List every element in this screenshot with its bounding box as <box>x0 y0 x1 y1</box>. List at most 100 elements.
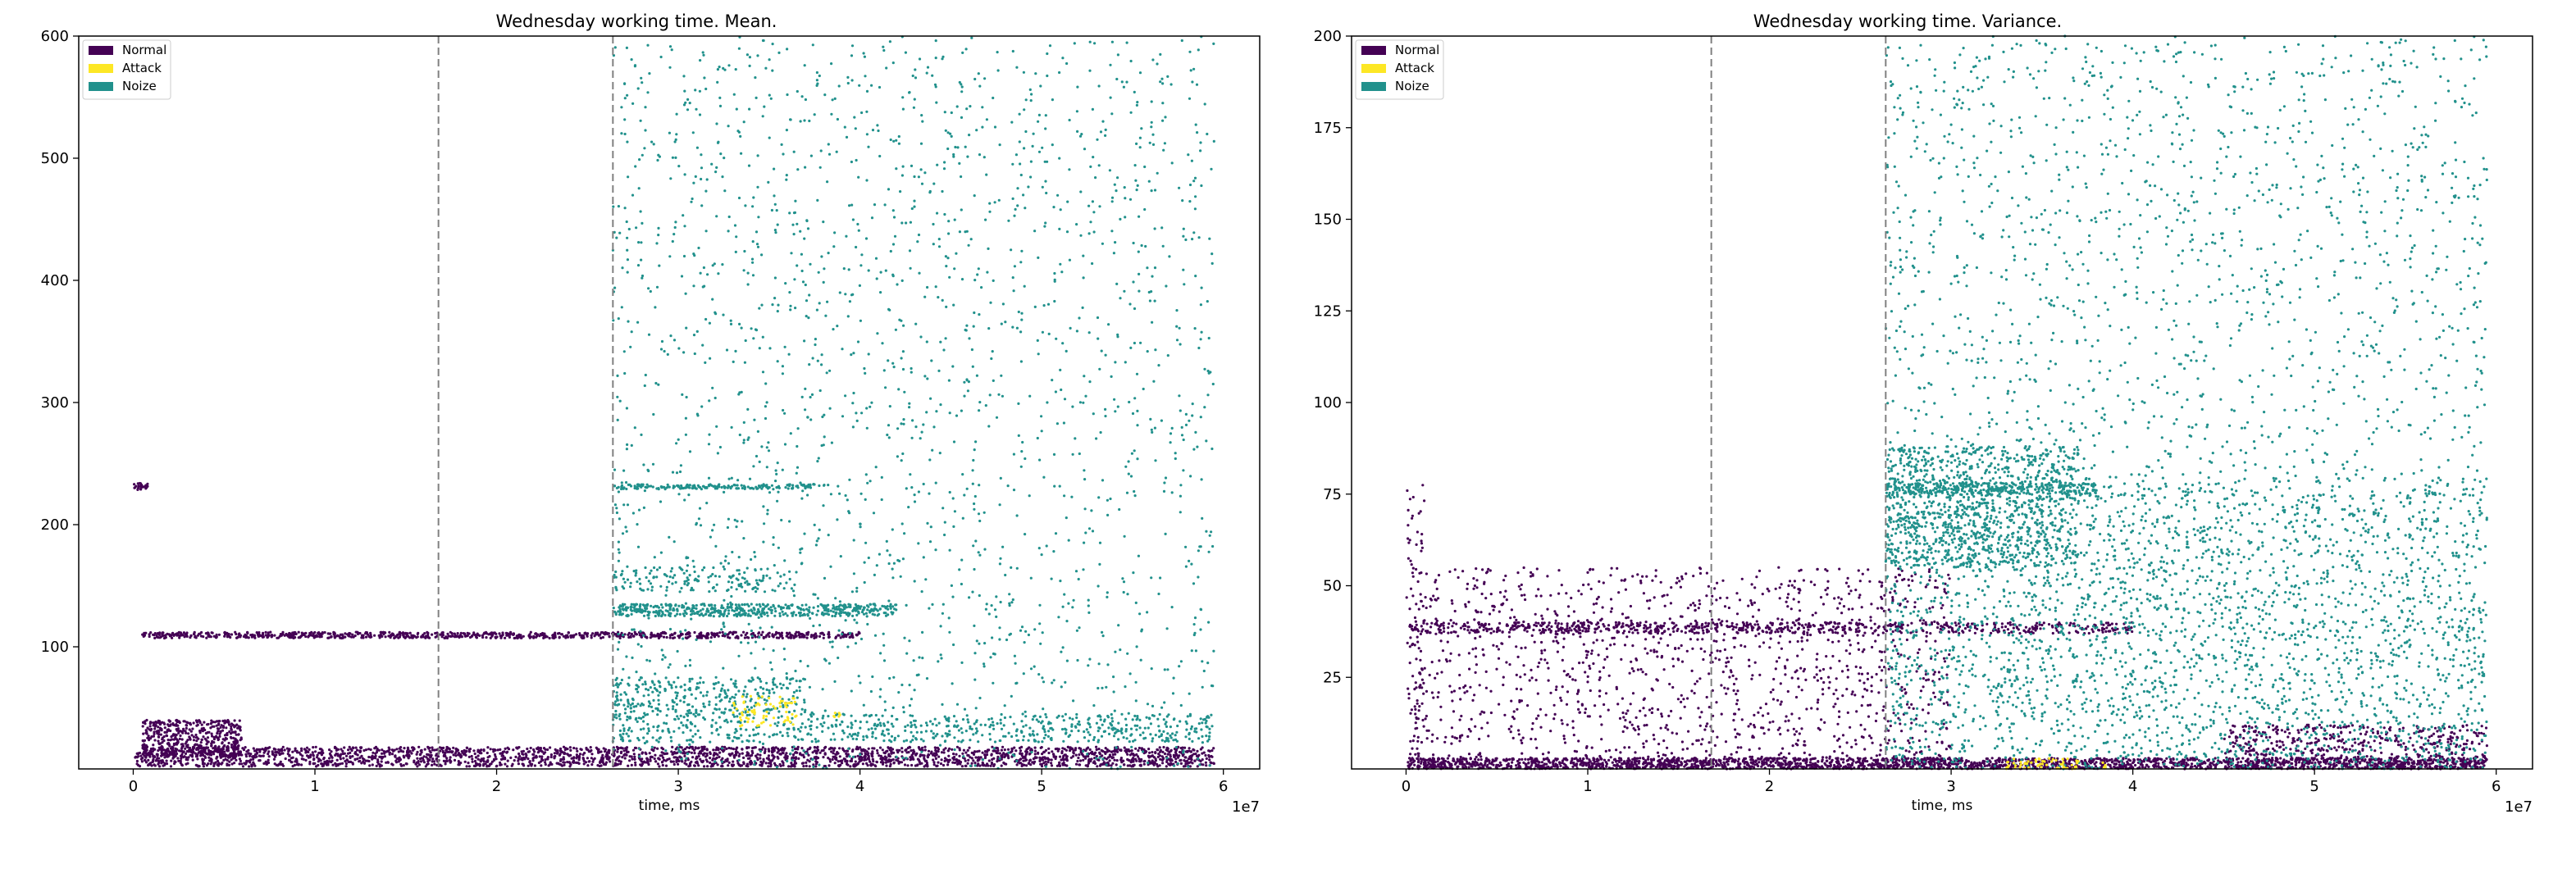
data-point <box>630 632 634 636</box>
data-point <box>794 751 797 754</box>
data-point <box>351 755 354 758</box>
data-point <box>1113 398 1116 401</box>
data-point <box>626 93 629 97</box>
data-point <box>215 750 218 753</box>
data-point <box>155 730 158 733</box>
data-point <box>223 750 226 753</box>
data-point <box>761 115 764 118</box>
data-point <box>216 727 220 730</box>
data-point <box>1206 300 1209 303</box>
data-point <box>1180 425 1183 430</box>
data-point <box>705 748 709 751</box>
data-point <box>831 640 834 644</box>
data-point <box>660 761 664 764</box>
data-point <box>1124 197 1127 200</box>
data-point <box>150 727 153 731</box>
data-point <box>488 764 491 767</box>
data-point <box>514 755 517 759</box>
data-point <box>837 760 840 763</box>
data-point <box>841 632 844 636</box>
data-point <box>194 733 198 737</box>
data-point <box>317 752 321 755</box>
data-point <box>941 298 944 302</box>
data-point <box>230 743 234 747</box>
data-point <box>677 762 680 766</box>
data-point <box>196 634 199 637</box>
data-point <box>683 173 686 176</box>
data-point <box>1104 415 1107 418</box>
data-point <box>775 733 778 736</box>
data-point <box>1133 763 1136 766</box>
data-point <box>307 755 310 758</box>
data-point <box>850 634 854 638</box>
data-point <box>615 507 618 510</box>
data-point <box>773 564 776 567</box>
data-point <box>885 764 888 767</box>
data-point <box>402 764 405 767</box>
data-point <box>1097 748 1101 751</box>
data-point <box>857 675 860 678</box>
data-point <box>1165 284 1168 288</box>
data-point <box>1020 745 1024 749</box>
data-point <box>1174 746 1178 749</box>
data-point <box>762 505 765 508</box>
data-point <box>1059 368 1062 371</box>
data-point <box>918 760 921 763</box>
data-point <box>645 658 649 662</box>
data-point <box>814 746 817 749</box>
data-point <box>774 231 777 234</box>
data-point <box>169 739 172 742</box>
data-point <box>791 748 795 752</box>
data-point <box>190 751 194 754</box>
data-point <box>828 764 831 767</box>
data-point <box>441 751 445 754</box>
data-point <box>428 636 431 639</box>
data-point <box>1132 760 1135 763</box>
data-point <box>978 749 981 753</box>
data-point <box>760 253 764 257</box>
data-point <box>224 753 227 756</box>
data-point <box>595 746 598 749</box>
data-point <box>336 748 340 751</box>
data-point <box>955 760 959 763</box>
data-point <box>212 753 216 756</box>
data-point <box>246 631 249 635</box>
data-point <box>751 240 755 243</box>
data-point <box>762 540 765 544</box>
data-point <box>1113 758 1116 762</box>
data-point <box>1009 632 1012 635</box>
data-point <box>1004 753 1007 757</box>
data-point <box>615 236 618 239</box>
data-point <box>1110 764 1113 767</box>
data-point <box>913 580 916 583</box>
data-point <box>856 754 859 757</box>
data-point <box>209 762 212 766</box>
data-point <box>568 765 572 768</box>
data-point <box>1147 180 1151 183</box>
data-point <box>353 751 358 754</box>
data-point <box>144 761 148 764</box>
data-point <box>582 759 586 762</box>
data-point <box>792 636 796 639</box>
data-point <box>853 116 856 119</box>
data-point <box>264 634 267 637</box>
data-point <box>688 746 691 750</box>
data-point <box>1095 437 1098 440</box>
data-point <box>578 632 581 635</box>
data-point <box>1194 649 1197 653</box>
data-point <box>231 730 235 734</box>
data-point <box>973 678 977 681</box>
data-point <box>960 175 963 179</box>
data-point <box>626 258 630 262</box>
data-point <box>143 739 147 742</box>
data-point <box>709 640 713 644</box>
data-point <box>864 755 867 758</box>
data-point <box>668 535 671 539</box>
data-point <box>161 721 164 724</box>
data-point <box>704 230 708 233</box>
data-point <box>485 636 488 639</box>
data-point <box>650 633 653 636</box>
data-point <box>656 158 659 162</box>
data-point <box>1047 751 1051 755</box>
data-point <box>644 129 647 132</box>
